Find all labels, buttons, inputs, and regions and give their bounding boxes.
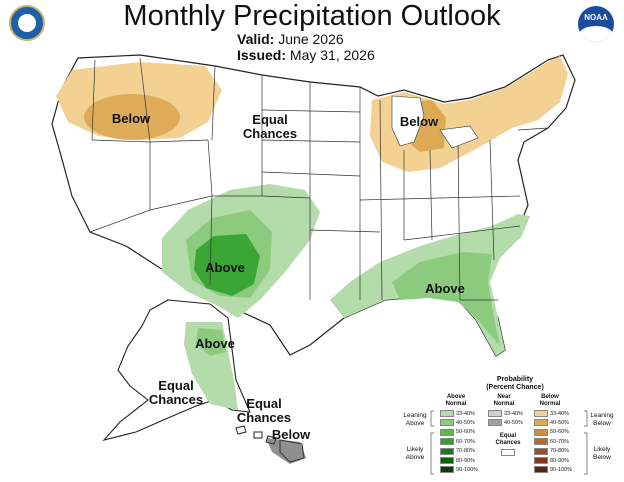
below-great-lakes-label: Below [399,114,439,129]
legend-below-swatch [534,419,548,427]
legend-above-header-2: Normal [445,401,467,407]
legend-below-level-label: 40-50% [550,419,569,426]
legend-above-level-label: 40-50% [456,419,475,426]
legend-equal-chances-1: Equal [499,433,517,439]
legend-below-level-label: 50-60% [550,429,569,436]
legend-leaning-above-1: Leaning [403,412,427,419]
legend-leaning-below-1: Leaning [590,412,614,419]
state-boundaries [89,57,549,301]
legend-above-swatch [440,466,454,474]
valid-value: June 2026 [278,31,344,47]
legend-near-level-label: 40-50% [504,419,523,426]
equal-chances-center-line2: Chances [242,126,298,141]
legend-likely-below-1: Likely [593,446,611,453]
legend-below-level-label: 90-100% [550,466,573,473]
legend-likely-below-2: Below [593,454,611,461]
alaska-above-mid-region [196,328,226,356]
legend-near-swatch [488,410,502,417]
legend-near-header-1: Near [497,394,511,400]
above-southwest-label: Above [205,260,245,275]
legend-above-level-label: 60-70% [456,438,475,445]
legend-leaning-below-2: Below [593,420,611,427]
legend-above-swatch [440,438,454,446]
issued-value: May 31, 2026 [289,47,375,63]
legend-title-line2: (Percent Chance) [486,384,544,391]
issued-label: Issued: [237,47,287,63]
equal-chances-alaska-line2: Chances [148,392,204,407]
legend-below-level-label: 33-40% [550,410,569,417]
legend-above-swatch [440,428,454,436]
legend-below-swatch [534,447,548,455]
legend-above-swatch [440,447,454,455]
legend-above-swatch [440,410,454,417]
doc-seal-logo [9,5,45,41]
noaa-logo-text: NOAA [584,13,608,22]
legend-below-swatch [534,428,548,436]
legend-below-swatch [534,457,548,464]
issued-line: Issued: May 31, 2026 [237,47,375,63]
legend-below-swatch [534,466,548,474]
equal-chances-hawaii-line2: Chances [236,410,292,425]
legend-leaning-above-2: Above [405,420,425,427]
below-hawaii-label: Below [271,427,311,442]
great-lakes-water [391,95,479,149]
below-west-mid-region [84,94,180,140]
legend-below-header-1: Below [541,394,559,400]
legend-above-level-label: 70-80% [456,448,475,455]
legend-near-level-label: 33-40% [504,410,523,417]
legend-above-swatch [440,419,454,427]
above-southeast-label: Above [425,281,465,296]
legend-title-line1: Probability [496,376,534,383]
legend-above-level-label: 50-60% [456,429,475,436]
legend-above-swatch [440,457,454,464]
legend-below-header-2: Normal [539,401,561,407]
page-title: Monthly Precipitation Outlook [123,0,501,32]
legend-equal-chances-2: Chances [495,440,521,446]
legend-equal-chances-swatch [501,449,515,456]
legend-below-level-label: 70-80% [550,448,569,455]
legend-below-swatch [534,438,548,446]
noaa-logo: NOAA [578,6,614,42]
legend-above-header-1: Above [446,394,466,400]
legend-below-swatch [534,410,548,417]
legend-above-level-label: 90-100% [456,466,479,473]
hawaii-below-region [266,438,306,464]
below-west-label: Below [111,111,151,126]
legend-above-level-label: 33-40% [456,410,475,417]
equal-chances-center-line1: Equal [252,112,288,127]
legend-likely-above-1: Likely [406,446,424,453]
equal-chances-alaska-line1: Equal [158,378,194,393]
equal-chances-hawaii-line1: Equal [246,396,282,411]
legend-near-swatch [488,419,502,427]
legend-near-header-2: Normal [493,401,515,407]
valid-label: Valid: [237,31,275,47]
above-alaska-label: Above [195,336,235,351]
valid-line: Valid: June 2026 [237,31,344,47]
legend-above-level-label: 80-90% [456,457,475,464]
above-southeast-mid-region [392,252,500,346]
legend-likely-above-2: Above [405,454,425,461]
legend-below-level-label: 80-90% [550,457,569,464]
legend-below-level-label: 60-70% [550,438,569,445]
